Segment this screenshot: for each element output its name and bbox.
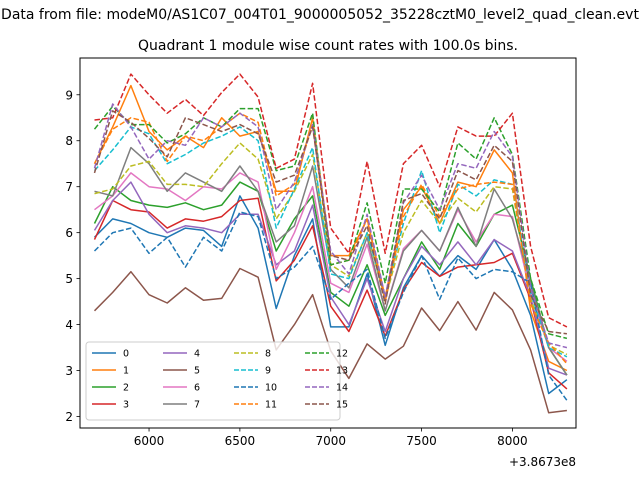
series-line-10 — [93, 211, 568, 401]
figure-suptitle: Data from file: modeM0/AS1C07_004T01_900… — [1, 7, 639, 23]
plot-frame — [79, 57, 577, 429]
y-tick-label: 3 — [65, 364, 73, 378]
legend-label-7: 7 — [194, 400, 200, 411]
y-tick-label: 7 — [65, 180, 73, 194]
legend-box — [85, 341, 341, 421]
legend-label-1: 1 — [123, 366, 129, 377]
series-line-9 — [93, 126, 568, 358]
x-tick-label: 7000 — [315, 434, 346, 448]
x-tick-label: 6500 — [225, 434, 256, 448]
y-tick-label: 8 — [65, 134, 73, 148]
legend-label-15: 15 — [336, 400, 348, 411]
legend-label-9: 9 — [265, 366, 271, 377]
series-line-14 — [93, 103, 568, 349]
legend-label-6: 6 — [194, 383, 200, 394]
y-tick-label: 6 — [65, 226, 73, 240]
y-tick-label: 2 — [65, 410, 73, 424]
legend-label-8: 8 — [265, 349, 271, 360]
legend-label-2: 2 — [123, 383, 129, 394]
y-tick-label: 4 — [65, 318, 73, 332]
x-tick-label: 8000 — [497, 434, 528, 448]
series-line-15 — [93, 110, 567, 335]
legend-label-13: 13 — [336, 366, 348, 377]
y-axis: 2 3 4 5 6 7 8 9 — [65, 88, 80, 424]
series-line-2 — [93, 181, 568, 376]
legend-label-0: 0 — [123, 349, 129, 360]
y-tick-label: 5 — [65, 272, 73, 286]
series-line-6 — [94, 172, 568, 362]
series-line-12 — [93, 105, 568, 340]
legend-label-4: 4 — [194, 349, 200, 360]
legend-label-5: 5 — [194, 366, 200, 377]
x-tick-label: 6000 — [134, 434, 165, 448]
y-tick-label: 9 — [65, 88, 73, 102]
series-line-0 — [93, 195, 568, 395]
x-offset-label: +3.8673e8 — [509, 455, 576, 469]
legend-label-14: 14 — [336, 383, 348, 394]
legend-label-10: 10 — [265, 383, 277, 394]
x-tick-label: 7500 — [406, 434, 437, 448]
series-line-13 — [94, 73, 568, 328]
series-layer — [93, 73, 568, 414]
x-axis: 6000 6500 7000 7500 8000 — [134, 428, 528, 448]
legend-label-12: 12 — [336, 349, 348, 360]
series-line-3 — [93, 197, 568, 390]
legend-label-3: 3 — [123, 400, 129, 411]
legend-label-11: 11 — [265, 400, 277, 411]
chart-title: Quadrant 1 module wise count rates with … — [138, 38, 518, 54]
